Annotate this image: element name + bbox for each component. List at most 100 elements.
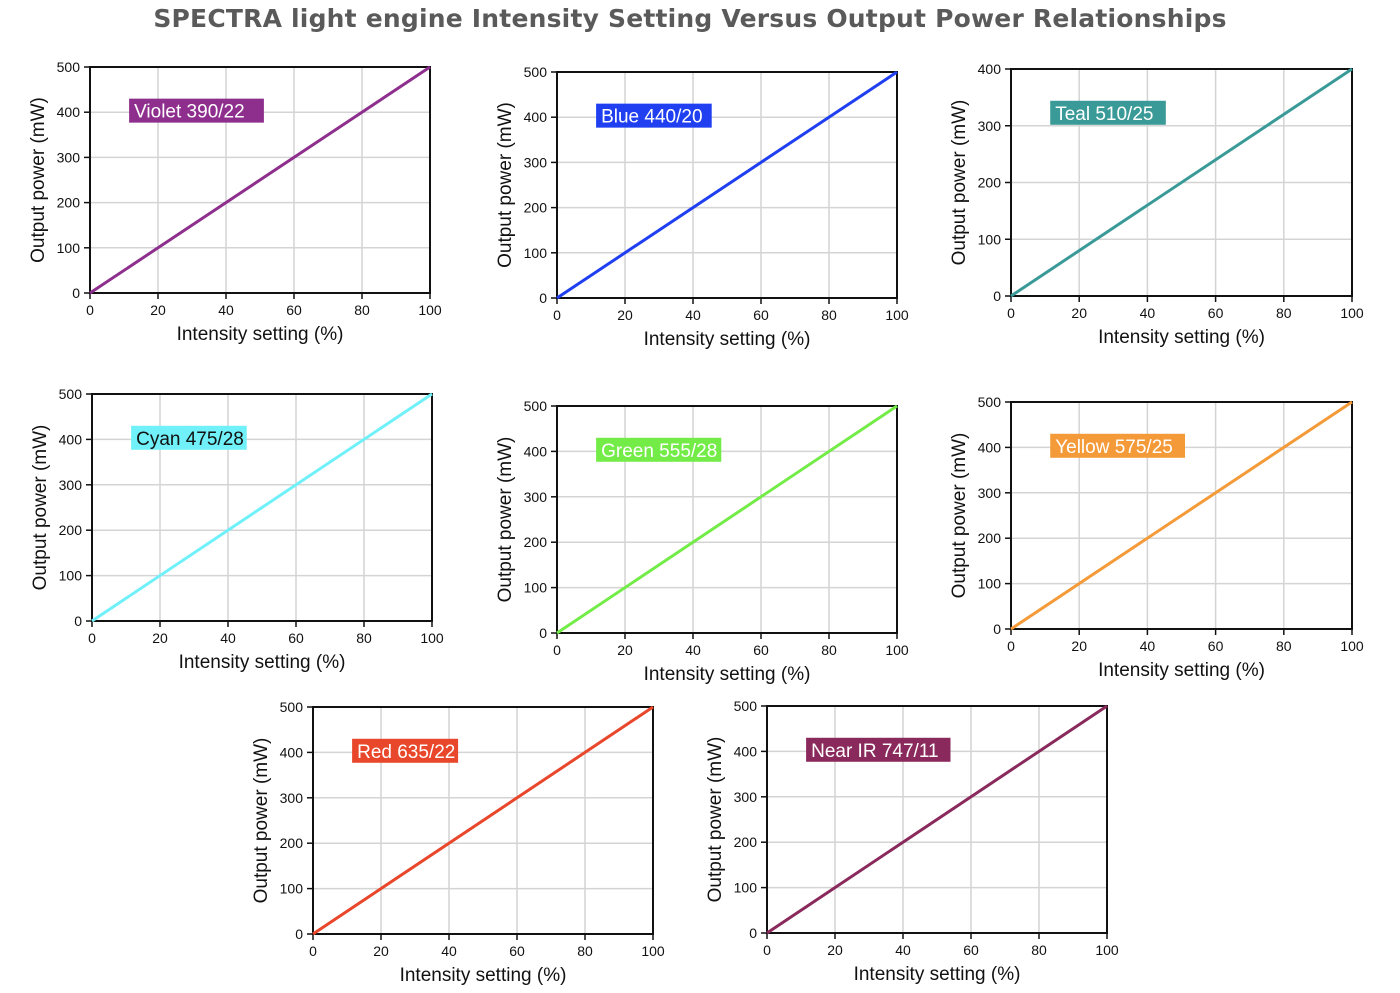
x-tick-label: 60 [753, 642, 769, 658]
y-tick-label: 200 [978, 175, 1002, 191]
x-tick-label: 80 [821, 307, 837, 323]
x-tick-label: 60 [509, 943, 525, 959]
x-tick-label: 0 [309, 943, 317, 959]
y-tick-label: 300 [734, 789, 758, 805]
series-label-box [129, 98, 264, 123]
series-label-box [596, 437, 722, 462]
x-tick-label: 100 [1340, 305, 1364, 321]
x-tick-label: 80 [1031, 942, 1047, 958]
series-label: Near IR 747/11 [811, 741, 938, 762]
y-axis-label: Output power (mW) [705, 737, 726, 903]
y-tick-label: 300 [280, 790, 304, 806]
x-tick-label: 20 [150, 302, 166, 318]
series-label-box [131, 425, 247, 450]
x-tick-label: 100 [1340, 638, 1364, 654]
y-tick-label: 200 [734, 834, 758, 850]
y-tick-label: 300 [59, 477, 83, 493]
y-tick-label: 0 [749, 925, 757, 941]
x-tick-label: 40 [1140, 638, 1156, 654]
chart-yellow-575-25: 0 20 40 60 80 100 0 100 200 300 400 500 Intensity se… [949, 394, 1364, 681]
chart-near-ir-747-11: 0 20 40 60 80 100 0 100 200 300 400 500 Intensity se… [705, 698, 1119, 985]
y-tick-label: 0 [539, 625, 547, 641]
y-tick-label: 0 [539, 290, 547, 306]
y-tick-label: 400 [978, 439, 1002, 455]
plot-frame [556, 405, 898, 634]
y-axis-label: Output power (mW) [495, 102, 516, 268]
x-tick-label: 0 [1007, 305, 1015, 321]
y-tick-label: 300 [524, 154, 548, 170]
x-tick-label: 40 [220, 630, 236, 646]
x-tick-label: 60 [753, 307, 769, 323]
plot-frame [312, 706, 654, 935]
y-tick-label: 100 [734, 880, 758, 896]
series-line [556, 404, 898, 635]
x-tick-label: 0 [1007, 638, 1015, 654]
y-tick-label: 500 [524, 64, 548, 80]
y-tick-label: 300 [978, 485, 1002, 501]
x-tick-label: 80 [1276, 638, 1292, 654]
x-tick-label: 100 [1095, 942, 1119, 958]
plot-frame [1010, 401, 1353, 630]
plot-frame [89, 66, 431, 294]
y-tick-label: 100 [280, 881, 304, 897]
series-label-box [806, 737, 951, 762]
x-tick-label: 60 [1208, 305, 1224, 321]
y-tick-label: 100 [59, 568, 83, 584]
x-tick-label: 20 [617, 642, 633, 658]
y-tick-label: 200 [280, 835, 304, 851]
series-label: Cyan 475/28 [136, 429, 244, 450]
y-tick-label: 500 [280, 699, 304, 715]
y-axis-label: Output power (mW) [949, 100, 970, 266]
y-tick-label: 400 [978, 61, 1002, 77]
y-tick-label: 400 [59, 431, 83, 447]
x-axis-label: Intensity setting (%) [854, 964, 1021, 985]
series-line [1010, 400, 1353, 631]
y-tick-label: 100 [57, 240, 81, 256]
series-line [1010, 67, 1353, 298]
series-label: Violet 390/22 [134, 102, 245, 123]
x-tick-label: 60 [286, 302, 302, 318]
y-tick-label: 0 [74, 613, 82, 629]
y-tick-label: 100 [524, 580, 548, 596]
y-tick-label: 500 [57, 59, 81, 75]
x-tick-label: 60 [963, 942, 979, 958]
chart-violet-390-22: 0 20 40 60 80 100 0 100 200 300 400 500 Intensity se… [28, 59, 442, 345]
x-tick-label: 100 [418, 302, 442, 318]
x-tick-label: 0 [553, 642, 561, 658]
x-axis-label: Intensity setting (%) [644, 329, 811, 350]
x-tick-label: 20 [827, 942, 843, 958]
x-axis-label: Intensity setting (%) [179, 652, 346, 673]
y-tick-label: 0 [72, 285, 80, 301]
x-tick-label: 20 [152, 630, 168, 646]
x-axis-label: Intensity setting (%) [1098, 327, 1265, 348]
page-title: SPECTRA light engine Intensity Setting V… [153, 4, 1227, 33]
x-axis-label: Intensity setting (%) [644, 664, 811, 685]
series-label: Blue 440/20 [601, 107, 702, 128]
y-tick-label: 500 [734, 698, 758, 714]
x-tick-label: 60 [1208, 638, 1224, 654]
chart-cyan-475-28: 0 20 40 60 80 100 0 100 200 300 400 500 Intensity se… [30, 386, 444, 673]
x-tick-label: 80 [354, 302, 370, 318]
x-tick-label: 0 [763, 942, 771, 958]
x-tick-label: 80 [1276, 305, 1292, 321]
x-tick-label: 0 [553, 307, 561, 323]
y-tick-label: 200 [57, 195, 81, 211]
x-tick-label: 80 [577, 943, 593, 959]
x-tick-label: 80 [356, 630, 372, 646]
x-tick-label: 20 [1071, 638, 1087, 654]
y-tick-label: 200 [59, 522, 83, 538]
y-tick-label: 300 [57, 149, 81, 165]
y-tick-label: 200 [524, 200, 548, 216]
x-tick-label: 40 [441, 943, 457, 959]
series-line [89, 65, 431, 295]
y-tick-label: 400 [280, 744, 304, 760]
x-tick-label: 0 [88, 630, 96, 646]
y-tick-label: 500 [59, 386, 83, 402]
series-line [766, 704, 1108, 935]
y-tick-label: 300 [978, 118, 1002, 134]
y-tick-label: 100 [978, 231, 1002, 247]
y-tick-label: 500 [978, 394, 1002, 410]
series-label-box [596, 103, 712, 128]
series-line [312, 705, 654, 936]
